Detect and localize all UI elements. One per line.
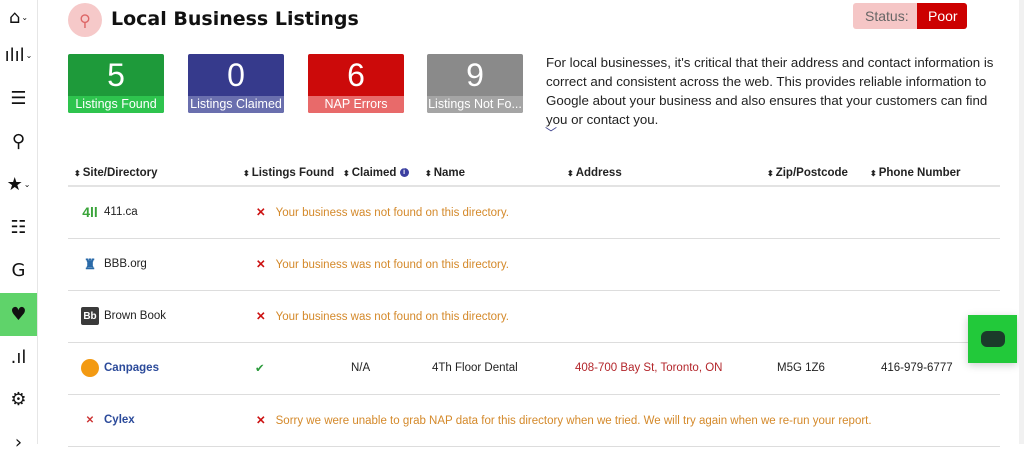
chat-button[interactable] — [968, 315, 1017, 363]
stat-value: 5 — [107, 57, 125, 93]
sidebar-item-local-listings[interactable]: ♥ — [0, 293, 37, 336]
info-icon[interactable]: i — [399, 167, 409, 177]
site-name[interactable]: Cylex — [104, 414, 135, 426]
site-name: 411.ca — [104, 206, 138, 219]
stat-card[interactable]: 5 Listings Found — [68, 54, 164, 113]
claimed-value: N/A — [343, 342, 425, 395]
error-x-icon: ✕ — [256, 259, 266, 271]
chevron-down-icon: ⌄ — [25, 51, 33, 60]
status-message: Your business was not found on this dire… — [275, 207, 509, 220]
chat-icon — [980, 331, 1005, 347]
sidebar-item-google[interactable]: G — [0, 249, 37, 292]
home-icon: ⌂ — [8, 7, 21, 28]
411-logo: 4ll — [82, 204, 98, 221]
status-value: Poor — [917, 3, 967, 29]
column-header[interactable]: ⬍ Site/Directory — [68, 160, 243, 187]
header-label: Site/Directory — [82, 166, 158, 179]
check-icon: ✔ — [255, 363, 265, 375]
column-header[interactable]: ⬍ Claimed i — [343, 160, 425, 187]
sidebar-item-location-pin[interactable]: ⚲ — [0, 120, 37, 163]
status-message: Your business was not found on this dire… — [275, 259, 509, 271]
error-x-icon: ✕ — [256, 207, 266, 220]
google-ranking-icon: .ıl — [10, 347, 27, 368]
zip: M5G 1Z6 — [767, 342, 870, 395]
error-x-icon: ✕ — [256, 311, 266, 323]
table-row: ✕ Cylex ✕ Sorry we were unable to grab NAP … — [68, 394, 1000, 447]
map-pin-icon: ⚲ — [68, 3, 102, 37]
table-row: Bb Brown Book ✕ Your business was not found… — [68, 290, 1000, 343]
sidebar-item-analytics[interactable]: ılıl ⌄ — [0, 34, 37, 77]
expand-chevron-icon[interactable]: ﹀ — [545, 126, 558, 140]
sidebar-item-chevron-right[interactable]: › — [0, 421, 37, 464]
table-row: ♜ BBB.org ✕ Your business was not found on … — [68, 238, 1000, 291]
error-x-icon: ✕ — [256, 415, 266, 427]
description: For local businesses, it's critical that… — [546, 55, 994, 127]
sidebar-item-route[interactable]: ☰ — [0, 77, 37, 120]
location-pin-icon: ⚲ — [11, 131, 26, 152]
header-label: Name — [433, 166, 466, 179]
stat-label: Listings Claimed — [188, 96, 284, 113]
stat-value: 6 — [347, 57, 365, 93]
status-badge: Status: Poor — [853, 3, 967, 29]
column-header[interactable]: ⬍ Name — [425, 160, 567, 187]
canpages-logo — [81, 359, 99, 377]
table-row: 4ll 411.ca ✕ Your business was not found on… — [68, 186, 1000, 239]
sort-icon: ⬍ — [767, 168, 774, 178]
sort-icon: ⬍ — [243, 168, 250, 178]
sidebar: ⌂ ⌄ ılıl ⌄ ☰ ⚲ ★ ⌄ ☷ G ♥ .ıl ⚙ › — [0, 0, 38, 453]
sidebar-item-home[interactable]: ⌂ ⌄ — [0, 0, 37, 39]
sort-icon: ⬍ — [870, 168, 877, 178]
header-label: Listings Found — [251, 166, 335, 179]
cylex-logo: ✕ — [85, 414, 95, 426]
site-name[interactable]: Canpages — [104, 362, 159, 374]
column-header[interactable]: ⬍ Zip/Postcode — [767, 160, 870, 187]
status-message: Your business was not found on this dire… — [275, 311, 509, 323]
stat-value: 9 — [466, 57, 484, 93]
stat-label: Listings Not Fo... — [427, 96, 523, 113]
sort-icon: ⬍ — [425, 168, 432, 178]
stat-card[interactable]: 0 Listings Claimed — [188, 54, 284, 113]
status-label: Status: — [853, 3, 917, 29]
sort-icon: ⬍ — [567, 168, 574, 178]
address: 408-700 Bay St, Toronto, ON — [567, 342, 767, 395]
business-name: 4Th Floor Dental — [425, 342, 567, 395]
column-header[interactable]: ⬍ Address — [567, 160, 767, 187]
chevron-down-icon: ⌄ — [23, 180, 31, 189]
route-icon: ☰ — [10, 88, 27, 109]
column-header[interactable]: ⬍ Listings Found — [243, 160, 343, 187]
header-label: Phone Number — [878, 166, 961, 179]
gear-icon: ⚙ — [10, 389, 27, 410]
sidebar-item-star-review[interactable]: ★ ⌄ — [0, 163, 37, 206]
column-header[interactable]: ⬍ Phone Number — [870, 160, 1000, 187]
brownbook-logo: Bb — [81, 307, 99, 325]
google-icon: G — [11, 260, 26, 281]
page-title: Local Business Listings — [111, 8, 359, 30]
stat-card[interactable]: 9 Listings Not Fo... — [427, 54, 523, 113]
header-label: Claimed — [351, 166, 397, 179]
listings-table: ⬍ Site/Directory ⬍ Listings Found ⬍ Claimed i… — [68, 160, 1000, 447]
site-name: Brown Book — [104, 310, 167, 322]
site-name: BBB.org — [104, 258, 147, 270]
header-label: Zip/Postcode — [775, 166, 848, 179]
analytics-icon: ılıl — [4, 45, 25, 66]
stat-value: 0 — [227, 57, 245, 93]
table-row: Canpages ✔ N/A 4Th Floor Dental 408-700 … — [68, 342, 1000, 395]
sort-icon: ⬍ — [343, 168, 350, 178]
header-label: Address — [575, 166, 622, 179]
status-message: Sorry we were unable to grab NAP data fo… — [275, 415, 872, 427]
star-review-icon: ★ — [6, 174, 23, 195]
scrollbar[interactable] — [1019, 0, 1024, 444]
sort-icon: ⬍ — [74, 168, 81, 178]
chevron-down-icon: ⌄ — [21, 13, 29, 22]
local-listings-icon: ♥ — [10, 304, 27, 325]
sidebar-item-list-add[interactable]: ☷ — [0, 206, 37, 249]
stat-label: Listings Found — [68, 96, 164, 113]
stat-card[interactable]: 6 NAP Errors — [308, 54, 404, 113]
stat-label: NAP Errors — [308, 96, 404, 113]
list-add-icon: ☷ — [10, 217, 27, 238]
bbb-logo: ♜ — [83, 255, 97, 272]
chevron-right-icon: › — [14, 432, 23, 453]
sidebar-item-google-ranking[interactable]: .ıl — [0, 336, 37, 379]
sidebar-item-gear[interactable]: ⚙ — [0, 378, 37, 421]
